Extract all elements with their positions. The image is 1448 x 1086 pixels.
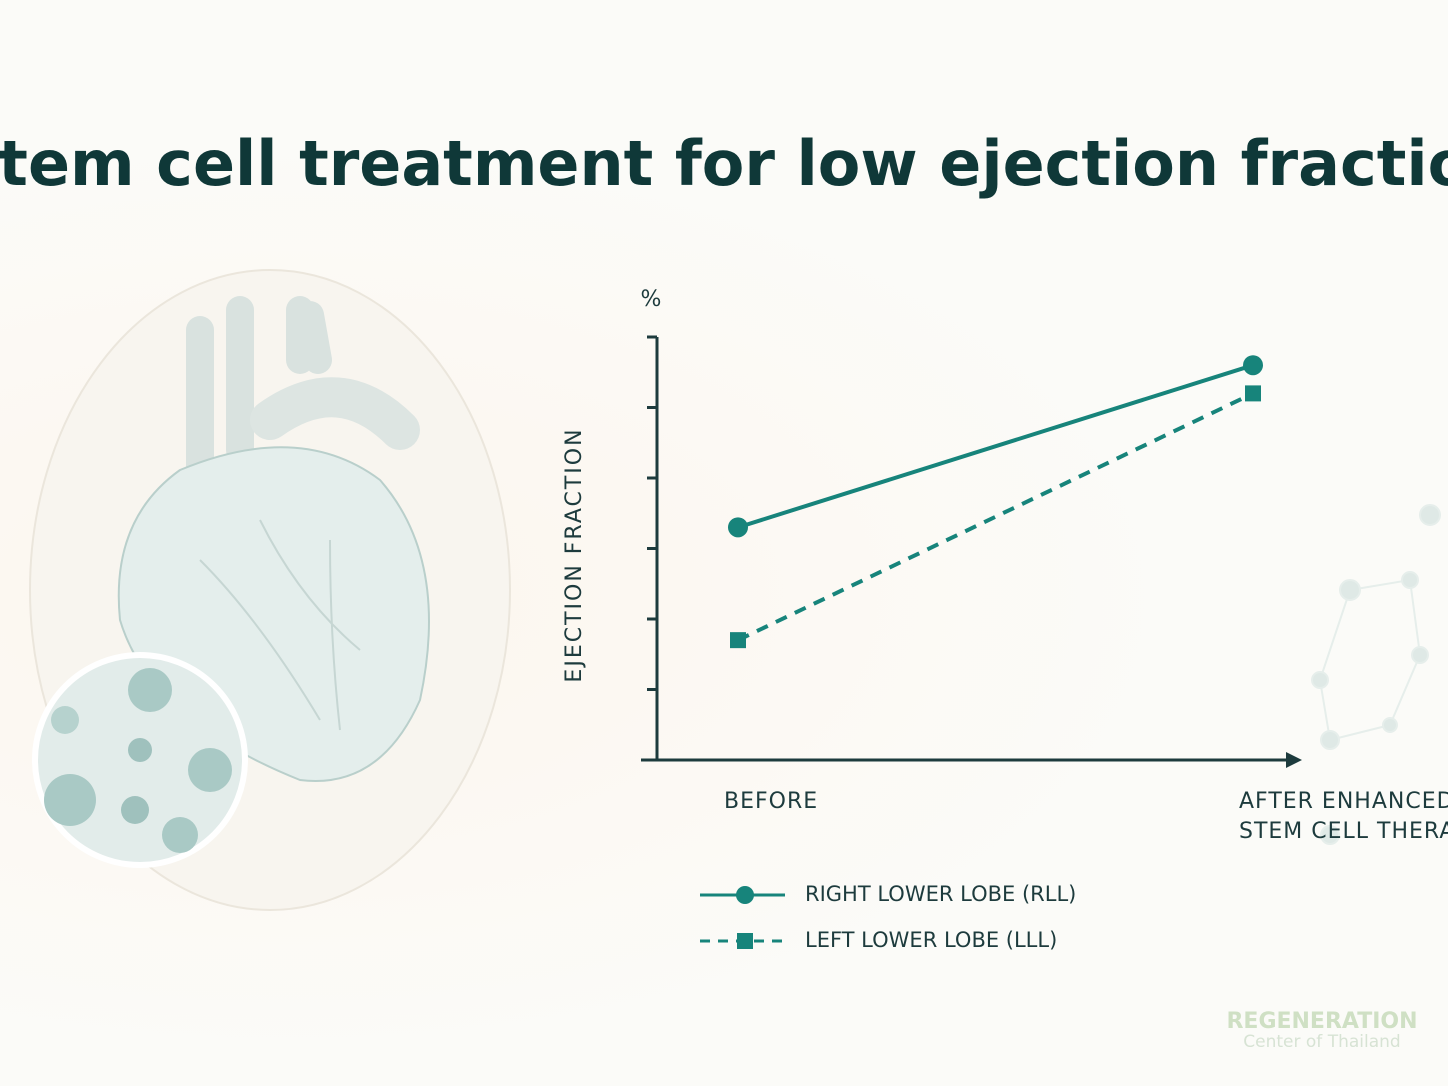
x-tick-label: BEFORE (724, 789, 819, 814)
legend-marker (736, 886, 754, 904)
series-line (737, 391, 1254, 642)
x-tick-label: AFTER ENHANCED STEM CELL THERAPY (1239, 789, 1448, 844)
logo-title: REGENERATION (1226, 1009, 1417, 1034)
heart-illustration (29, 269, 511, 911)
y-unit: % (641, 287, 662, 312)
legend-marker (737, 933, 753, 949)
point (1245, 385, 1261, 402)
x-axis-arrow (1286, 752, 1302, 768)
point (1243, 355, 1263, 376)
logo-subtitle: Center of Thailand (1243, 1032, 1400, 1052)
point (730, 632, 746, 649)
point (728, 517, 748, 538)
legend-label: LEFT LOWER LOBE (LLL) (805, 928, 1057, 952)
y-axis-label: EJECTION FRACTION (562, 427, 587, 682)
decor-molecules (1311, 504, 1441, 845)
legend-label: RIGHT LOWER LOBE (RLL) (805, 882, 1076, 906)
series-line (737, 363, 1254, 530)
chart-title: Stem cell treatment for low ejection fra… (0, 127, 1448, 200)
